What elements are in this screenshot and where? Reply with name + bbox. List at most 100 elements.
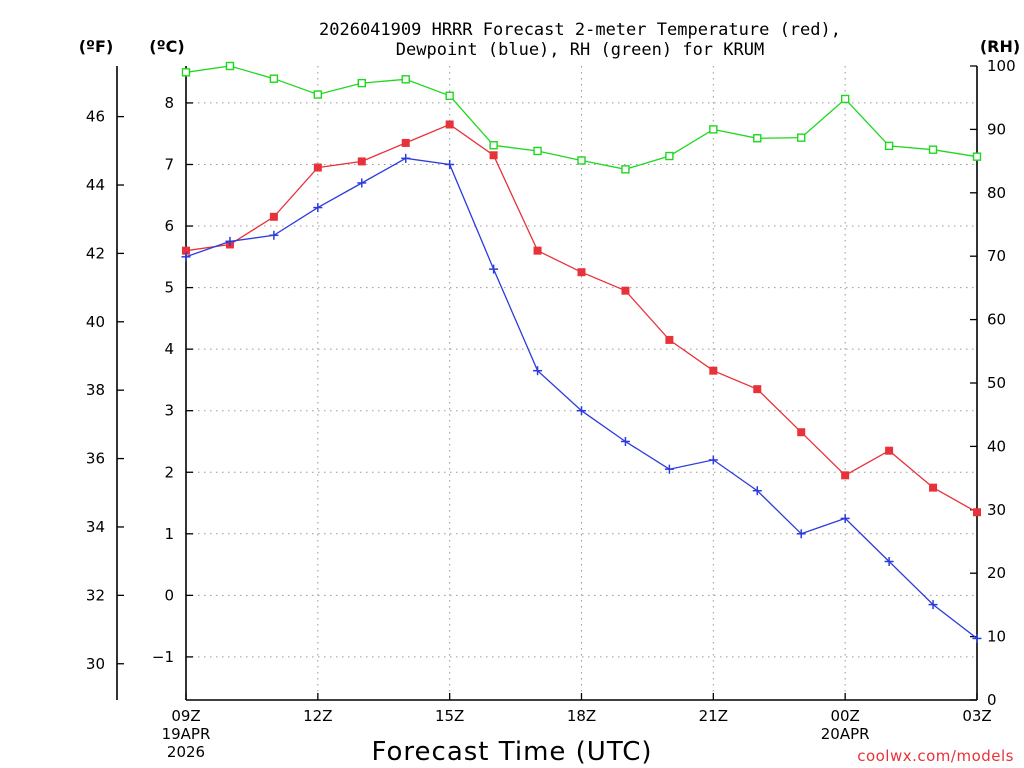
rh-point — [357, 78, 366, 88]
dewpoint-point — [840, 513, 850, 523]
fahrenheit-tick-label: 36 — [86, 450, 105, 468]
rh-point — [313, 90, 323, 99]
rh-tick-label: 100 — [987, 57, 1016, 75]
rh-tick-label: 80 — [987, 184, 1006, 202]
dewpoint-point — [269, 230, 279, 240]
rh-point — [840, 94, 850, 104]
temperature-point — [445, 120, 454, 129]
temperature-point — [797, 428, 806, 437]
dewpoint-point — [533, 366, 543, 376]
dewpoint-point — [928, 600, 938, 610]
celsius-tick-label: 2 — [164, 463, 174, 481]
rh-tick-label: 40 — [987, 437, 1006, 455]
time-tick-label: 18Z — [567, 707, 596, 725]
dewpoint-point — [664, 464, 674, 474]
rh-point — [489, 141, 498, 150]
dewpoint-point — [972, 633, 982, 643]
rh-tick-label: 50 — [987, 374, 1006, 392]
celsius-tick-label: −1 — [152, 648, 174, 666]
temperature-point — [313, 163, 322, 172]
chart-title-line2: Dewpoint (blue), RH (green) for KRUM — [396, 40, 764, 60]
fahrenheit-tick-label: 44 — [86, 176, 105, 194]
rh-tick-label: 60 — [987, 311, 1006, 329]
temperature-point — [709, 366, 718, 375]
fahrenheit-tick-label: 30 — [86, 655, 105, 673]
rh-tick-label: 90 — [987, 120, 1006, 138]
celsius-tick-label: 5 — [164, 279, 174, 297]
celsius-tick-label: 0 — [164, 586, 174, 604]
time-tick-label: 21Z — [699, 707, 728, 725]
temperature-point — [577, 268, 586, 277]
fahrenheit-unit-label: (ºF) — [79, 37, 114, 56]
temperature-point — [357, 157, 366, 166]
rh-tick-label: 70 — [987, 247, 1006, 265]
dewpoint-point — [884, 557, 894, 567]
rh-point — [709, 125, 718, 134]
temperature-point — [269, 212, 278, 221]
rh-point — [269, 74, 279, 83]
fahrenheit-tick-label: 34 — [86, 518, 105, 536]
date-tick-label: 19APR — [162, 725, 211, 743]
dewpoint-point — [620, 436, 630, 446]
celsius-tick-label: 8 — [164, 94, 174, 112]
data-series — [181, 61, 982, 643]
rh-line — [185, 65, 978, 170]
rh-point — [577, 156, 586, 165]
rh-point — [401, 75, 410, 84]
year-tick-label: 2026 — [167, 743, 205, 761]
dewpoint-line — [185, 157, 978, 639]
x-axis-label: Forecast Time (UTC) — [371, 737, 652, 767]
time-tick-label: 03Z — [962, 707, 991, 725]
dewpoint-point — [708, 455, 718, 465]
temperature-point — [929, 483, 938, 492]
rh-point — [884, 141, 894, 151]
time-tick-label: 12Z — [303, 707, 332, 725]
dewpoint-point — [401, 153, 411, 163]
rh-point — [928, 145, 938, 154]
temperature-point — [182, 246, 190, 255]
temperature-point — [973, 508, 981, 517]
rh-point — [665, 151, 674, 161]
celsius-tick-label: 7 — [164, 155, 174, 173]
fahrenheit-tick-label: 46 — [86, 108, 105, 126]
temperature-point — [885, 446, 894, 455]
rh-point — [181, 68, 191, 77]
rh-tick-label: 10 — [987, 628, 1006, 646]
celsius-tick-label: 6 — [164, 217, 174, 235]
temperature-point — [621, 286, 630, 295]
fahrenheit-tick-label: 40 — [86, 313, 105, 331]
rh-point — [445, 91, 454, 100]
fahrenheit-tick-label: 32 — [86, 586, 105, 604]
time-tick-label: 09Z — [171, 707, 200, 725]
temperature-point — [665, 335, 674, 344]
axes — [116, 65, 978, 701]
rh-point — [753, 134, 762, 143]
celsius-tick-label: 1 — [164, 525, 174, 543]
dewpoint-point — [796, 529, 806, 539]
rh-tick-label: 20 — [987, 564, 1006, 582]
dewpoint-point — [577, 406, 586, 416]
credit-label: coolwx.com/models — [857, 747, 1014, 765]
dewpoint-point — [357, 178, 367, 188]
dewpoint-point — [313, 203, 323, 213]
fahrenheit-tick-label: 38 — [86, 381, 105, 399]
rh-point — [533, 146, 542, 156]
rh-unit-label: (RH) — [980, 37, 1020, 56]
chart-title-line1: 2026041909 HRRR Forecast 2-meter Tempera… — [319, 20, 841, 40]
dewpoint-point — [489, 264, 499, 274]
temperature-point — [489, 151, 498, 160]
celsius-tick-label: 3 — [164, 402, 174, 420]
rh-point — [225, 61, 235, 71]
tick-labels: −101234567830323436384042444601020304050… — [86, 57, 1016, 761]
dewpoint-point — [225, 236, 235, 246]
rh-point — [621, 165, 630, 174]
temperature-point — [401, 138, 410, 147]
time-tick-label: 00Z — [830, 707, 859, 725]
rh-tick-label: 0 — [987, 691, 997, 709]
temperature-point — [533, 246, 542, 255]
rh-tick-label: 30 — [987, 501, 1006, 519]
dewpoint-point — [181, 252, 191, 262]
temperature-point — [841, 471, 850, 480]
dewpoint-point — [752, 486, 762, 496]
